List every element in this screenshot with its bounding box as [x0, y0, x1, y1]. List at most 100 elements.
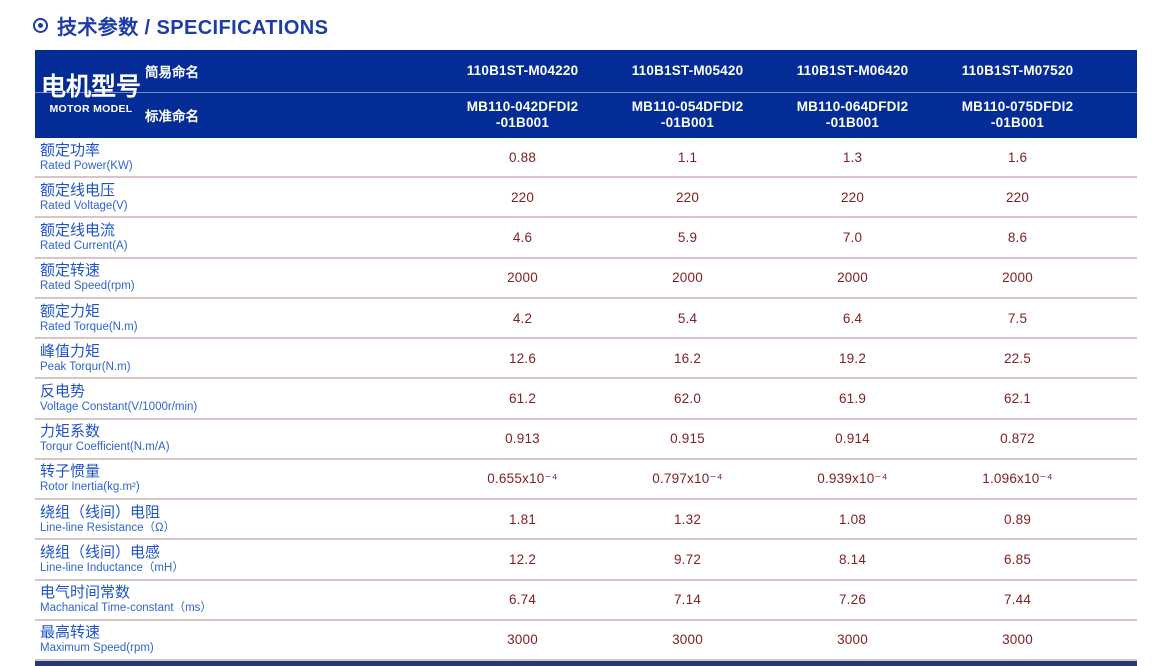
cell-value: 0.655x10⁻⁴: [487, 470, 558, 486]
table-bottom-border: [35, 661, 1137, 666]
cell-value: 9.72: [673, 551, 702, 567]
simple-name-label-cell: 简易命名: [35, 61, 440, 82]
column-header-simple: 110B1ST-M04220: [466, 63, 579, 78]
table-row-voltage-constant: 反电势 Voltage Constant(V/1000r/min) 61.2 6…: [35, 379, 1137, 420]
table-row-rated-voltage: 额定线电压 Rated Voltage(V) 220 220 220 220: [35, 178, 1137, 219]
cell-value: 3000: [837, 632, 868, 648]
table-row-rated-speed: 额定转速 Rated Speed(rpm) 2000 2000 2000 200…: [35, 259, 1137, 299]
cell-value: 220: [675, 189, 700, 205]
table-row-rated-power: 额定功率 Rated Power(KW) 0.88 1.1 1.3 1.6: [35, 138, 1137, 179]
cell-value: 7.14: [673, 592, 702, 608]
cell-value: 6.4: [842, 310, 863, 326]
row-label: 电气时间常数 Machanical Time-constant（ms）: [35, 584, 440, 615]
row-label-cn: 额定线电压: [40, 181, 116, 199]
cell-value: 5.9: [677, 230, 698, 246]
cell-value: 16.2: [673, 350, 702, 366]
row-label-en: Rated Torque(N.m): [40, 320, 138, 333]
row-label: 绕组（线间）电感 Line-line Inductance（mH）: [35, 544, 440, 575]
cell-value: 4.6: [512, 230, 533, 246]
cell-value: 2000: [837, 270, 868, 286]
table-row-torque-coefficient: 力矩系数 Torqur Coefficient(N.m/A) 0.913 0.9…: [35, 420, 1137, 460]
cell-value: 62.0: [673, 391, 702, 407]
cell-value: 0.89: [1003, 511, 1032, 527]
row-label-cn: 额定力矩: [40, 302, 101, 320]
cell-value: 7.44: [1003, 592, 1032, 608]
header-row-simple-name: 简易命名 110B1ST-M04220 110B1ST-M05420 110B1…: [35, 50, 1137, 93]
row-label-en: Voltage Constant(V/1000r/min): [40, 401, 198, 414]
standard-name-line1: MB110-042DFDI2: [466, 99, 579, 114]
section-title: 技术参数 / SPECIFICATIONS: [33, 11, 328, 40]
cell-value: 1.81: [508, 511, 537, 527]
circle-dot-icon: [33, 18, 48, 33]
cell-value: 1.3: [842, 149, 863, 165]
cell-value: 3000: [1002, 632, 1033, 648]
header-row-standard-name: 标准命名 MB110-042DFDI2 -01B001 MB110-054DFD…: [35, 93, 1137, 137]
row-label-cn: 额定功率: [40, 141, 101, 159]
cell-value: 6.85: [1003, 551, 1032, 567]
standard-name-line2: -01B001: [825, 115, 880, 130]
cell-value: 19.2: [838, 350, 867, 366]
row-label: 峰值力矩 Peak Torqur(N.m): [35, 343, 440, 374]
row-label: 反电势 Voltage Constant(V/1000r/min): [35, 383, 440, 414]
standard-name-label-cell: 标准命名: [35, 105, 440, 126]
row-label-cn: 峰值力矩: [40, 342, 101, 360]
row-label: 力矩系数 Torqur Coefficient(N.m/A): [35, 423, 440, 454]
row-label-cn: 最高转速: [40, 624, 101, 642]
cell-value: 62.1: [1003, 391, 1032, 407]
standard-name-line2: -01B001: [990, 115, 1045, 130]
cell-value: 2000: [1002, 270, 1033, 286]
cell-value: 0.914: [835, 431, 870, 447]
cell-value: 6.74: [508, 592, 537, 608]
row-label-cn: 反电势: [40, 383, 86, 401]
row-label-en: Torqur Coefficient(N.m/A): [40, 441, 170, 454]
table-row-maximum-speed: 最高转速 Maximum Speed(rpm) 3000 3000 3000 3…: [35, 621, 1137, 662]
table-row-rotor-inertia: 转子惯量 Rotor Inertia(kg.m²) 0.655x10⁻⁴ 0.7…: [35, 460, 1137, 501]
simple-name-label: 简易命名: [145, 64, 199, 80]
standard-name-line1: MB110-054DFDI2: [631, 99, 744, 114]
column-header-standard: MB110-042DFDI2 -01B001: [440, 99, 605, 131]
cell-value: 12.2: [508, 551, 537, 567]
table-row-line-resistance: 绕组（线间）电阻 Line-line Resistance（Ω） 1.81 1.…: [35, 500, 1137, 541]
cell-value: 1.6: [1007, 149, 1028, 165]
row-label: 绕组（线间）电阻 Line-line Resistance（Ω）: [35, 504, 440, 535]
row-label: 转子惯量 Rotor Inertia(kg.m²): [35, 463, 440, 494]
row-label-cn: 绕组（线间）电阻: [40, 503, 161, 521]
cell-value: 3000: [672, 632, 703, 648]
column-header-simple: 110B1ST-M07520: [961, 63, 1074, 78]
cell-value: 7.0: [842, 230, 863, 246]
motor-model-label-en: MOTOR MODEL: [49, 102, 133, 115]
row-label-en: Machanical Time-constant（ms）: [40, 602, 212, 615]
row-label-en: Line-line Resistance（Ω）: [40, 521, 176, 534]
row-label-en: Rated Current(A): [40, 240, 128, 253]
cell-value: 22.5: [1003, 350, 1032, 366]
cell-value: 220: [510, 189, 535, 205]
cell-value: 220: [840, 189, 865, 205]
cell-value: 0.913: [505, 431, 540, 447]
cell-value: 2000: [507, 270, 538, 286]
row-label-en: Rotor Inertia(kg.m²): [40, 481, 140, 494]
row-label-en: Line-line Inductance（mH）: [40, 561, 184, 574]
row-label-cn: 转子惯量: [40, 463, 101, 481]
row-label-en: Rated Power(KW): [40, 159, 133, 172]
cell-value: 220: [1005, 189, 1030, 205]
specifications-table: 电机型号 MOTOR MODEL 简易命名 110B1ST-M04220 110…: [35, 50, 1137, 666]
cell-value: 1.08: [838, 511, 867, 527]
cell-value: 1.096x10⁻⁴: [982, 470, 1053, 486]
row-label-cn: 力矩系数: [40, 423, 101, 441]
row-label: 额定线电压 Rated Voltage(V): [35, 182, 440, 213]
row-label-en: Peak Torqur(N.m): [40, 360, 131, 373]
standard-name-line1: MB110-064DFDI2: [796, 99, 909, 114]
row-label-cn: 电气时间常数: [40, 584, 131, 602]
cell-value: 3000: [507, 632, 538, 648]
table-row-rated-current: 额定线电流 Rated Current(A) 4.6 5.9 7.0 8.6: [35, 218, 1137, 259]
standard-name-line2: -01B001: [495, 115, 550, 130]
row-label: 最高转速 Maximum Speed(rpm): [35, 624, 440, 655]
row-label-en: Rated Voltage(V): [40, 199, 128, 212]
cell-value: 1.1: [677, 149, 698, 165]
table-header: 电机型号 MOTOR MODEL 简易命名 110B1ST-M04220 110…: [35, 50, 1137, 138]
column-header-standard: MB110-054DFDI2 -01B001: [605, 99, 770, 131]
table-row-peak-torque: 峰值力矩 Peak Torqur(N.m) 12.6 16.2 19.2 22.…: [35, 339, 1137, 380]
standard-name-line1: MB110-075DFDI2: [961, 99, 1074, 114]
cell-value: 7.5: [1007, 310, 1028, 326]
